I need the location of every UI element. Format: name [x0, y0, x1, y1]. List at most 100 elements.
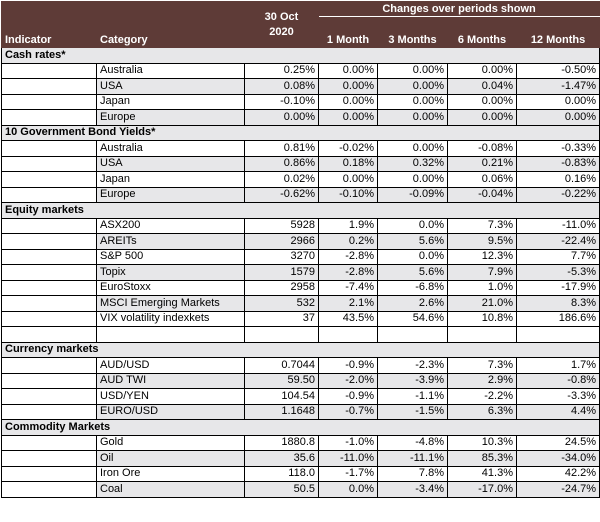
blank-row [1, 326, 600, 343]
m6-cell: 7.3% [447, 357, 517, 374]
table-row: ASX200 5928 1.9% 0.0% 7.3% -11.0% [1, 217, 600, 234]
value-cell: 50.5 [244, 481, 319, 498]
category-cell: AREITs [96, 233, 245, 250]
m6-cell: 0.00% [447, 62, 517, 79]
m1-cell: 0.00% [318, 78, 378, 95]
m12-cell: -0.8% [515, 372, 600, 389]
m12-cell: -1.47% [515, 78, 600, 95]
indicator-cell [1, 465, 97, 482]
table-row: EuroStoxx 2958 -7.4% -6.8% 1.0% -17.9% [1, 279, 600, 296]
m1-cell: 0.0% [318, 481, 378, 498]
category-cell: EuroStoxx [96, 279, 245, 296]
category-cell: S&P 500 [96, 248, 245, 265]
m12-cell: -0.22% [515, 186, 600, 203]
value-cell: 0.00% [244, 109, 319, 126]
m1-cell: -0.02% [318, 140, 378, 157]
m12-cell: -24.7% [515, 481, 600, 498]
category-cell: Gold [96, 434, 245, 451]
category-cell: Iron Ore [96, 465, 245, 482]
category-cell: Japan [96, 171, 245, 188]
indicator-cell [1, 434, 97, 451]
indicator-cell [1, 481, 97, 498]
table-row: Europe -0.62% -0.10% -0.09% -0.04% -0.22% [1, 186, 600, 203]
header-3-months: 3 Months [377, 16, 448, 48]
m6-cell: -2.2% [447, 388, 517, 405]
m6-cell: 10.8% [447, 310, 517, 327]
indicator-cell [1, 62, 97, 79]
m3-cell: 0.32% [377, 155, 448, 172]
m12-cell: 0.16% [515, 171, 600, 188]
m6-cell: 85.3% [447, 450, 517, 467]
section-fill [244, 341, 600, 358]
indicator-cell [1, 372, 97, 389]
market-indicators-table: Indicator Category 30 Oct 2020 Changes o… [1, 1, 600, 498]
category-cell: Europe [96, 186, 245, 203]
m3-cell: -6.8% [377, 279, 448, 296]
indicator-cell [1, 186, 97, 203]
table-row: Iron Ore 118.0 -1.7% 7.8% 41.3% 42.2% [1, 465, 600, 482]
m3-cell: 0.00% [377, 109, 448, 126]
m6-cell: -17.0% [447, 481, 517, 498]
m12-cell: -0.50% [515, 62, 600, 79]
blank-cell [96, 326, 245, 343]
m3-cell: -11.1% [377, 450, 448, 467]
section-title: Commodity Markets [1, 419, 245, 436]
category-cell: AUD/USD [96, 357, 245, 374]
indicator-cell [1, 357, 97, 374]
value-cell: -0.62% [244, 186, 319, 203]
m1-cell: -7.4% [318, 279, 378, 296]
m12-cell: 0.00% [515, 109, 600, 126]
value-cell: 0.02% [244, 171, 319, 188]
value-cell: 3270 [244, 248, 319, 265]
section-header-cash: Cash rates* [1, 47, 600, 64]
m1-cell: -0.9% [318, 357, 378, 374]
category-cell: MSCI Emerging Markets [96, 295, 245, 312]
m3-cell: 0.00% [377, 62, 448, 79]
category-cell: Oil [96, 450, 245, 467]
indicator-cell [1, 403, 97, 420]
category-cell: Australia [96, 62, 245, 79]
value-cell: 59.50 [244, 372, 319, 389]
m12-cell: 186.6% [515, 310, 600, 327]
table-row: VIX volatility indexkets 37 43.5% 54.6% 10.8… [1, 310, 600, 327]
category-cell: ASX200 [96, 217, 245, 234]
m12-cell: -17.9% [515, 279, 600, 296]
category-cell: USD/YEN [96, 388, 245, 405]
indicator-cell [1, 140, 97, 157]
header-indicator: Indicator [1, 1, 97, 48]
m1-cell: 0.00% [318, 171, 378, 188]
m12-cell: -0.33% [515, 140, 600, 157]
indicator-cell [1, 155, 97, 172]
m6-cell: 2.9% [447, 372, 517, 389]
section-header-bonds: 10 Government Bond Yields* [1, 124, 600, 141]
m6-cell: 6.3% [447, 403, 517, 420]
m6-cell: 7.3% [447, 217, 517, 234]
m3-cell: 5.6% [377, 233, 448, 250]
m3-cell: 2.6% [377, 295, 448, 312]
value-cell: 0.86% [244, 155, 319, 172]
value-cell: -0.10% [244, 93, 319, 110]
m1-cell: 0.00% [318, 62, 378, 79]
blank-cell [447, 326, 517, 343]
indicator-cell [1, 264, 97, 281]
category-cell: EURO/USD [96, 403, 245, 420]
m6-cell: -0.08% [447, 140, 517, 157]
section-fill [244, 419, 600, 436]
m3-cell: -0.09% [377, 186, 448, 203]
m1-cell: 0.18% [318, 155, 378, 172]
section-header-equity: Equity markets [1, 202, 600, 219]
table-row: Europe 0.00% 0.00% 0.00% 0.00% 0.00% [1, 109, 600, 126]
m3-cell: 0.0% [377, 217, 448, 234]
header-date: 30 Oct 2020 [244, 1, 319, 48]
m6-cell: -0.04% [447, 186, 517, 203]
indicator-cell [1, 171, 97, 188]
m12-cell: -0.83% [515, 155, 600, 172]
value-cell: 118.0 [244, 465, 319, 482]
m12-cell: -11.0% [515, 217, 600, 234]
indicator-cell [1, 217, 97, 234]
m1-cell: -1.0% [318, 434, 378, 451]
table-row: Coal 50.5 0.0% -3.4% -17.0% -24.7% [1, 481, 600, 498]
m6-cell: 0.21% [447, 155, 517, 172]
table-row: Australia 0.81% -0.02% 0.00% -0.08% -0.33% [1, 140, 600, 157]
header-date-line2: 2020 [269, 25, 294, 38]
